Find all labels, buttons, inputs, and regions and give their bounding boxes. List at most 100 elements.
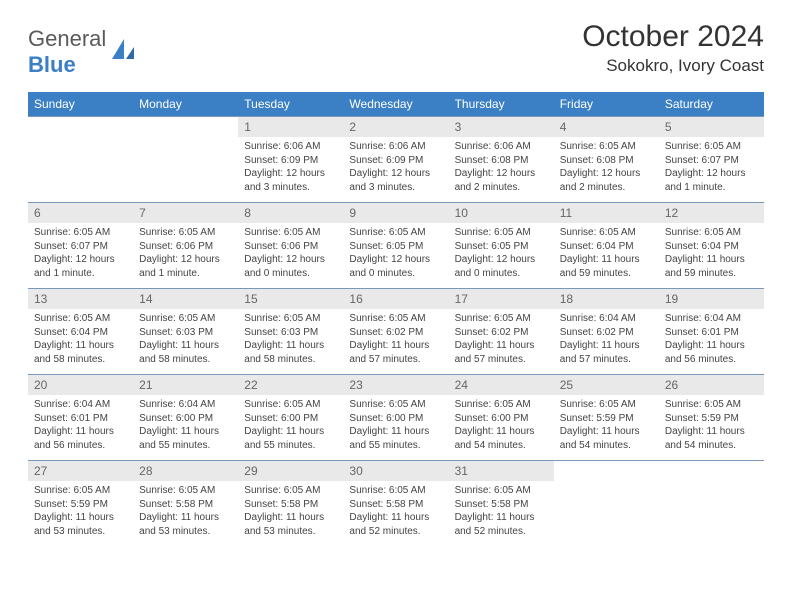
day-number: 10 — [449, 203, 554, 223]
day-body: Sunrise: 6:05 AMSunset: 6:00 PMDaylight:… — [238, 395, 343, 456]
calendar-day: 2Sunrise: 6:06 AMSunset: 6:09 PMDaylight… — [343, 117, 448, 203]
sunset-line: Sunset: 6:09 PM — [244, 154, 337, 168]
day-body: Sunrise: 6:05 AMSunset: 6:02 PMDaylight:… — [449, 309, 554, 370]
brand-word1: General — [28, 26, 106, 51]
calendar-day: 9Sunrise: 6:05 AMSunset: 6:05 PMDaylight… — [343, 203, 448, 289]
day-number: 15 — [238, 289, 343, 309]
sunrise-line: Sunrise: 6:05 AM — [455, 312, 548, 326]
brand-word2: Blue — [28, 52, 76, 77]
calendar-week: 27Sunrise: 6:05 AMSunset: 5:59 PMDayligh… — [28, 461, 764, 547]
calendar-body: 1Sunrise: 6:06 AMSunset: 6:09 PMDaylight… — [28, 117, 764, 547]
sunrise-line: Sunrise: 6:05 AM — [349, 398, 442, 412]
sunrise-line: Sunrise: 6:05 AM — [244, 484, 337, 498]
sunset-line: Sunset: 6:06 PM — [139, 240, 232, 254]
day-body: Sunrise: 6:05 AMSunset: 6:05 PMDaylight:… — [449, 223, 554, 284]
page-header: General Blue October 2024 Sokokro, Ivory… — [28, 20, 764, 78]
daylight-line: Daylight: 12 hours and 1 minute. — [34, 253, 127, 280]
day-number: 5 — [659, 117, 764, 137]
day-number: 2 — [343, 117, 448, 137]
daylight-line: Daylight: 11 hours and 56 minutes. — [34, 425, 127, 452]
brand-logo: General Blue — [28, 26, 136, 78]
day-number: 24 — [449, 375, 554, 395]
day-body: Sunrise: 6:05 AMSunset: 6:04 PMDaylight:… — [659, 223, 764, 284]
title-block: October 2024 Sokokro, Ivory Coast — [582, 20, 764, 76]
day-body: Sunrise: 6:04 AMSunset: 6:00 PMDaylight:… — [133, 395, 238, 456]
calendar-day: 29Sunrise: 6:05 AMSunset: 5:58 PMDayligh… — [238, 461, 343, 547]
calendar-day: 14Sunrise: 6:05 AMSunset: 6:03 PMDayligh… — [133, 289, 238, 375]
day-number: 12 — [659, 203, 764, 223]
weekday-header: Tuesday — [238, 92, 343, 117]
day-body: Sunrise: 6:04 AMSunset: 6:02 PMDaylight:… — [554, 309, 659, 370]
daylight-line: Daylight: 11 hours and 55 minutes. — [244, 425, 337, 452]
day-body: Sunrise: 6:04 AMSunset: 6:01 PMDaylight:… — [28, 395, 133, 456]
day-number: 17 — [449, 289, 554, 309]
sunrise-line: Sunrise: 6:05 AM — [139, 226, 232, 240]
daylight-line: Daylight: 11 hours and 59 minutes. — [560, 253, 653, 280]
sail-icon — [110, 37, 136, 68]
calendar-day: 16Sunrise: 6:05 AMSunset: 6:02 PMDayligh… — [343, 289, 448, 375]
sunset-line: Sunset: 6:04 PM — [34, 326, 127, 340]
calendar-day: 8Sunrise: 6:05 AMSunset: 6:06 PMDaylight… — [238, 203, 343, 289]
weekday-header: Friday — [554, 92, 659, 117]
daylight-line: Daylight: 11 hours and 57 minutes. — [455, 339, 548, 366]
sunset-line: Sunset: 6:02 PM — [455, 326, 548, 340]
day-body: Sunrise: 6:05 AMSunset: 6:03 PMDaylight:… — [238, 309, 343, 370]
sunrise-line: Sunrise: 6:05 AM — [34, 484, 127, 498]
daylight-line: Daylight: 12 hours and 1 minute. — [665, 167, 758, 194]
day-body: Sunrise: 6:06 AMSunset: 6:09 PMDaylight:… — [343, 137, 448, 198]
sunset-line: Sunset: 6:04 PM — [560, 240, 653, 254]
daylight-line: Daylight: 11 hours and 57 minutes. — [349, 339, 442, 366]
calendar-day — [133, 117, 238, 203]
sunset-line: Sunset: 6:01 PM — [34, 412, 127, 426]
calendar-day: 27Sunrise: 6:05 AMSunset: 5:59 PMDayligh… — [28, 461, 133, 547]
day-body: Sunrise: 6:04 AMSunset: 6:01 PMDaylight:… — [659, 309, 764, 370]
calendar-day — [28, 117, 133, 203]
day-number: 28 — [133, 461, 238, 481]
sunrise-line: Sunrise: 6:05 AM — [244, 398, 337, 412]
sunset-line: Sunset: 6:07 PM — [34, 240, 127, 254]
day-number: 20 — [28, 375, 133, 395]
day-number: 1 — [238, 117, 343, 137]
daylight-line: Daylight: 12 hours and 3 minutes. — [244, 167, 337, 194]
sunset-line: Sunset: 5:58 PM — [139, 498, 232, 512]
calendar-day: 30Sunrise: 6:05 AMSunset: 5:58 PMDayligh… — [343, 461, 448, 547]
sunrise-line: Sunrise: 6:05 AM — [665, 226, 758, 240]
day-number: 26 — [659, 375, 764, 395]
calendar-day: 17Sunrise: 6:05 AMSunset: 6:02 PMDayligh… — [449, 289, 554, 375]
day-number: 9 — [343, 203, 448, 223]
sunrise-line: Sunrise: 6:06 AM — [244, 140, 337, 154]
day-number: 30 — [343, 461, 448, 481]
sunrise-line: Sunrise: 6:05 AM — [34, 226, 127, 240]
sunset-line: Sunset: 6:03 PM — [244, 326, 337, 340]
daylight-line: Daylight: 11 hours and 54 minutes. — [560, 425, 653, 452]
calendar-day: 19Sunrise: 6:04 AMSunset: 6:01 PMDayligh… — [659, 289, 764, 375]
day-body: Sunrise: 6:05 AMSunset: 6:02 PMDaylight:… — [343, 309, 448, 370]
calendar-day: 21Sunrise: 6:04 AMSunset: 6:00 PMDayligh… — [133, 375, 238, 461]
calendar-table: SundayMondayTuesdayWednesdayThursdayFrid… — [28, 92, 764, 547]
sunset-line: Sunset: 6:08 PM — [560, 154, 653, 168]
day-number: 21 — [133, 375, 238, 395]
sunrise-line: Sunrise: 6:05 AM — [455, 398, 548, 412]
day-body: Sunrise: 6:05 AMSunset: 5:59 PMDaylight:… — [659, 395, 764, 456]
day-body: Sunrise: 6:06 AMSunset: 6:09 PMDaylight:… — [238, 137, 343, 198]
sunset-line: Sunset: 6:03 PM — [139, 326, 232, 340]
calendar-day: 20Sunrise: 6:04 AMSunset: 6:01 PMDayligh… — [28, 375, 133, 461]
daylight-line: Daylight: 12 hours and 2 minutes. — [455, 167, 548, 194]
daylight-line: Daylight: 11 hours and 53 minutes. — [139, 511, 232, 538]
calendar-day: 6Sunrise: 6:05 AMSunset: 6:07 PMDaylight… — [28, 203, 133, 289]
calendar-day: 22Sunrise: 6:05 AMSunset: 6:00 PMDayligh… — [238, 375, 343, 461]
day-number: 31 — [449, 461, 554, 481]
day-body: Sunrise: 6:05 AMSunset: 6:05 PMDaylight:… — [343, 223, 448, 284]
calendar-day: 26Sunrise: 6:05 AMSunset: 5:59 PMDayligh… — [659, 375, 764, 461]
day-number: 23 — [343, 375, 448, 395]
daylight-line: Daylight: 11 hours and 52 minutes. — [455, 511, 548, 538]
location-label: Sokokro, Ivory Coast — [582, 56, 764, 76]
day-body: Sunrise: 6:05 AMSunset: 6:04 PMDaylight:… — [554, 223, 659, 284]
sunset-line: Sunset: 5:58 PM — [244, 498, 337, 512]
sunrise-line: Sunrise: 6:05 AM — [455, 226, 548, 240]
calendar-day: 7Sunrise: 6:05 AMSunset: 6:06 PMDaylight… — [133, 203, 238, 289]
day-body: Sunrise: 6:05 AMSunset: 6:06 PMDaylight:… — [238, 223, 343, 284]
day-body: Sunrise: 6:05 AMSunset: 6:00 PMDaylight:… — [449, 395, 554, 456]
sunset-line: Sunset: 5:59 PM — [665, 412, 758, 426]
day-body: Sunrise: 6:06 AMSunset: 6:08 PMDaylight:… — [449, 137, 554, 198]
